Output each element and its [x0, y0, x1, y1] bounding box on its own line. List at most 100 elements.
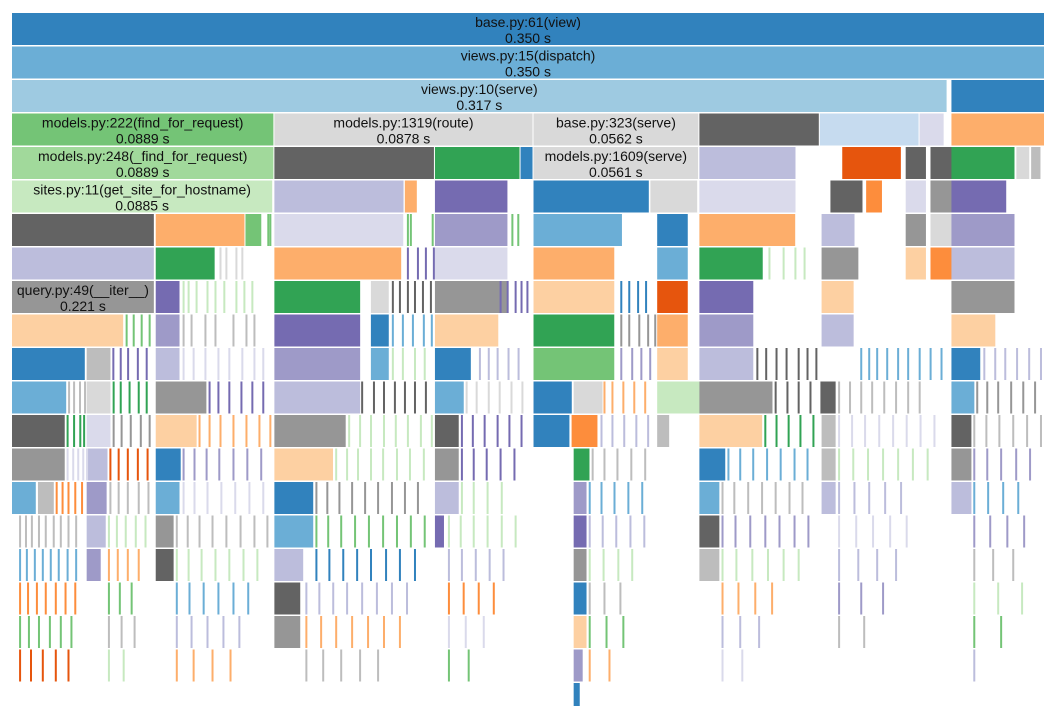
- flame-sliver[interactable]: [475, 381, 478, 414]
- flame-sliver[interactable]: [986, 381, 989, 414]
- flame-sliver[interactable]: [239, 515, 242, 548]
- flame-sliver[interactable]: [766, 549, 769, 581]
- flame-sliver[interactable]: [645, 281, 648, 313]
- flame-sliver[interactable]: [214, 549, 217, 581]
- flame-sliver[interactable]: [198, 515, 201, 548]
- flame-sliver[interactable]: [838, 381, 841, 414]
- flame-sliver[interactable]: [471, 415, 474, 447]
- flame-frame[interactable]: [86, 381, 111, 414]
- flame-sliver[interactable]: [262, 348, 265, 380]
- flame-sliver[interactable]: [838, 448, 841, 481]
- flame-sliver[interactable]: [81, 482, 84, 514]
- flame-sliver[interactable]: [633, 381, 636, 414]
- flame-sliver[interactable]: [346, 448, 349, 481]
- flame-frame[interactable]: [657, 381, 702, 414]
- flame-sliver[interactable]: [206, 616, 209, 648]
- flame-sliver[interactable]: [620, 281, 623, 313]
- flame-sliver[interactable]: [175, 549, 178, 581]
- flame-frame[interactable]: [12, 482, 36, 514]
- flame-sliver[interactable]: [496, 348, 499, 380]
- flame-frame[interactable]: [370, 281, 389, 313]
- flame-frame[interactable]: [12, 80, 947, 112]
- flame-sliver[interactable]: [600, 415, 603, 447]
- flame-sliver[interactable]: [134, 515, 137, 548]
- flame-sliver[interactable]: [860, 381, 863, 414]
- flame-frame[interactable]: [86, 348, 111, 380]
- flame-sliver[interactable]: [370, 549, 373, 581]
- flame-sliver[interactable]: [398, 281, 401, 313]
- flame-sliver[interactable]: [44, 582, 47, 615]
- flame-frame[interactable]: [819, 113, 919, 146]
- flame-sliver[interactable]: [1006, 515, 1009, 548]
- flame-frame[interactable]: [930, 214, 955, 246]
- flame-sliver[interactable]: [794, 247, 797, 280]
- flame-sliver[interactable]: [721, 616, 724, 648]
- flame-sliver[interactable]: [472, 482, 475, 514]
- flame-sliver[interactable]: [616, 448, 619, 481]
- flame-sliver[interactable]: [721, 649, 724, 682]
- flame-sliver[interactable]: [49, 549, 52, 581]
- flame-sliver[interactable]: [190, 616, 193, 648]
- flame-sliver[interactable]: [219, 247, 222, 280]
- flame-sliver[interactable]: [132, 314, 135, 347]
- flame-frame[interactable]: [657, 281, 688, 313]
- flame-frame[interactable]: [699, 113, 819, 146]
- flame-sliver[interactable]: [127, 348, 130, 380]
- flame-sliver[interactable]: [467, 649, 470, 682]
- flame-frame[interactable]: [12, 314, 124, 347]
- flame-sliver[interactable]: [133, 616, 136, 648]
- flame-sliver[interactable]: [359, 649, 362, 682]
- flame-sliver[interactable]: [35, 582, 38, 615]
- flame-sliver[interactable]: [741, 649, 744, 682]
- flame-sliver[interactable]: [403, 381, 406, 414]
- flame-frame[interactable]: [951, 415, 972, 447]
- flame-frame[interactable]: [951, 247, 1015, 280]
- flame-sliver[interactable]: [116, 549, 119, 581]
- flame-sliver[interactable]: [346, 582, 349, 615]
- flame-sliver[interactable]: [492, 582, 495, 615]
- flame-sliver[interactable]: [649, 348, 652, 380]
- flame-sliver[interactable]: [390, 482, 393, 514]
- flame-sliver[interactable]: [603, 448, 606, 481]
- flame-sliver[interactable]: [1023, 515, 1026, 548]
- flame-frame[interactable]: [573, 616, 587, 648]
- flame-sliver[interactable]: [200, 549, 203, 581]
- flame-sliver[interactable]: [1022, 381, 1025, 414]
- flame-sliver[interactable]: [394, 415, 397, 447]
- flame-sliver[interactable]: [803, 247, 806, 280]
- flame-sliver[interactable]: [59, 515, 62, 548]
- flame-frame[interactable]: [155, 515, 174, 548]
- flame-sliver[interactable]: [248, 482, 251, 514]
- flame-frame[interactable]: [274, 616, 301, 648]
- flame-sliver[interactable]: [260, 448, 263, 481]
- flame-sliver[interactable]: [751, 549, 754, 581]
- flame-sliver[interactable]: [235, 247, 238, 280]
- flame-sliver[interactable]: [855, 515, 858, 548]
- flame-sliver[interactable]: [48, 616, 51, 648]
- flame-sliver[interactable]: [67, 482, 70, 514]
- flame-sliver[interactable]: [464, 616, 467, 648]
- flame-sliver[interactable]: [447, 549, 450, 581]
- flame-sliver[interactable]: [721, 515, 724, 548]
- flame-sliver[interactable]: [1039, 415, 1042, 447]
- flame-sliver[interactable]: [19, 616, 22, 648]
- flame-sliver[interactable]: [144, 515, 147, 548]
- flame-frame[interactable]: [12, 348, 85, 380]
- flame-sliver[interactable]: [391, 314, 394, 347]
- flame-sliver[interactable]: [514, 515, 517, 548]
- flame-sliver[interactable]: [24, 515, 27, 548]
- flame-sliver[interactable]: [182, 482, 185, 514]
- flame-frame[interactable]: [1031, 147, 1041, 179]
- flame-frame[interactable]: [155, 415, 197, 447]
- flame-frame[interactable]: [573, 448, 590, 481]
- flame-sliver[interactable]: [186, 515, 189, 548]
- flame-sliver[interactable]: [987, 482, 990, 514]
- flame-sliver[interactable]: [228, 348, 231, 380]
- flame-sliver[interactable]: [54, 649, 57, 682]
- flame-sliver[interactable]: [413, 281, 416, 313]
- flame-sliver[interactable]: [472, 515, 475, 548]
- flame-sliver[interactable]: [892, 415, 895, 447]
- flame-sliver[interactable]: [229, 649, 232, 682]
- flame-frame[interactable]: [533, 214, 622, 246]
- flame-sliver[interactable]: [876, 549, 879, 581]
